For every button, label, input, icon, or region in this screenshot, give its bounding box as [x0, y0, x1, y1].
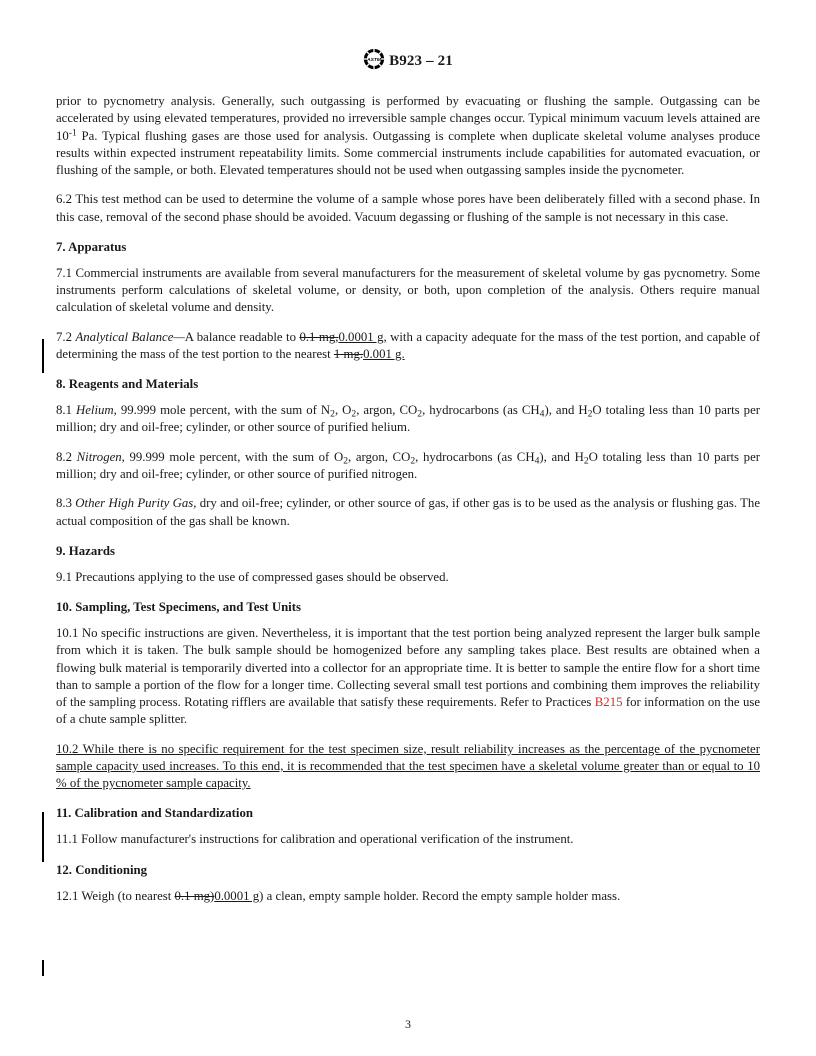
change-bar	[42, 339, 44, 373]
term: Nitrogen,	[77, 450, 125, 464]
t: 8.2	[56, 450, 77, 464]
para-8-2: 8.2 Nitrogen, 99.999 mole percent, with …	[56, 449, 760, 484]
astm-logo-icon: ASTM	[363, 48, 385, 75]
para-6-2: 6.2 This test method can be used to dete…	[56, 191, 760, 226]
designation: B923 – 21	[389, 53, 453, 69]
para-7-2: 7.2 Analytical Balance—A balance readabl…	[56, 329, 760, 364]
para-8-3: 8.3 Other High Purity Gas, dry and oil-f…	[56, 495, 760, 530]
para-9-1: 9.1 Precautions applying to the use of c…	[56, 569, 760, 586]
section-12-title: 12. Conditioning	[56, 863, 760, 878]
t: 8.1	[56, 403, 76, 417]
ins: 10.2 While there is no specific requirem…	[56, 742, 760, 791]
para-7-1: 7.1 Commercial instruments are available…	[56, 265, 760, 317]
ins: 0.0001 g	[214, 889, 259, 903]
sup: -1	[69, 127, 77, 138]
t: 7.2	[56, 330, 75, 344]
svg-text:ASTM: ASTM	[366, 57, 382, 63]
term: Other High Purity Gas,	[75, 496, 196, 510]
para-8-1: 8.1 Helium, 99.999 mole percent, with th…	[56, 402, 760, 437]
section-7-title: 7. Apparatus	[56, 240, 760, 255]
change-bar	[42, 812, 44, 862]
term: Helium,	[76, 403, 117, 417]
section-10-title: 10. Sampling, Test Specimens, and Test U…	[56, 600, 760, 615]
t: ), and H	[539, 450, 583, 464]
t: , argon, CO	[348, 450, 410, 464]
t: ) a clean, empty sample holder. Record t…	[259, 889, 620, 903]
ins: 0.0001 g,	[338, 330, 386, 344]
section-11-title: 11. Calibration and Standardization	[56, 806, 760, 821]
t: ), and H	[544, 403, 587, 417]
document-header: ASTM B923 – 21	[56, 48, 760, 75]
t: 8.3	[56, 496, 75, 510]
strike: 0.1 mg,	[299, 330, 338, 344]
ins: 0.001 g.	[363, 347, 405, 361]
para-12-1: 12.1 Weigh (to nearest 0.1 mg)0.0001 g) …	[56, 888, 760, 905]
strike: 1 mg.	[334, 347, 363, 361]
para-10-1: 10.1 No specific instructions are given.…	[56, 625, 760, 729]
term: Analytical Balance—	[75, 330, 184, 344]
t: , hydrocarbons (as CH	[422, 403, 540, 417]
reference-link[interactable]: B215	[595, 695, 623, 709]
change-bar	[42, 960, 44, 976]
t: , hydrocarbons (as CH	[415, 450, 534, 464]
para-10-2: 10.2 While there is no specific requirem…	[56, 741, 760, 793]
t: 99.999 mole percent, with the sum of O	[125, 450, 343, 464]
t: Pa. Typical flushing gases are those use…	[56, 129, 760, 178]
t: 12.1 Weigh (to nearest	[56, 889, 175, 903]
t: , argon, CO	[356, 403, 417, 417]
para-6-1-cont: prior to pycnometry analysis. Generally,…	[56, 93, 760, 179]
t: 99.999 mole percent, with the sum of N	[117, 403, 330, 417]
t: A balance readable to	[185, 330, 300, 344]
section-8-title: 8. Reagents and Materials	[56, 377, 760, 392]
t: , O	[335, 403, 351, 417]
page-number: 3	[0, 1017, 816, 1032]
strike: 0.1 mg)	[175, 889, 215, 903]
para-11-1: 11.1 Follow manufacturer's instructions …	[56, 831, 760, 848]
section-9-title: 9. Hazards	[56, 544, 760, 559]
page: ASTM B923 – 21 prior to pycnometry analy…	[0, 0, 816, 1056]
